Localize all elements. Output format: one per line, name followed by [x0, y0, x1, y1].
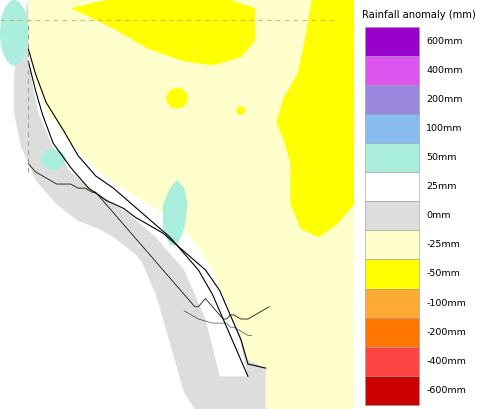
Text: Rainfall anomaly (mm): Rainfall anomaly (mm): [362, 10, 475, 20]
Text: -200mm: -200mm: [426, 328, 466, 337]
Text: 200mm: 200mm: [426, 95, 463, 104]
Bar: [365, 172, 419, 201]
Text: -25mm: -25mm: [426, 240, 460, 249]
Bar: [365, 347, 419, 376]
Text: 50mm: 50mm: [426, 153, 457, 162]
Bar: [365, 376, 419, 405]
Polygon shape: [163, 180, 188, 245]
Text: -50mm: -50mm: [426, 270, 460, 279]
Bar: [365, 27, 419, 56]
Bar: [365, 143, 419, 172]
Bar: [365, 288, 419, 318]
Bar: [365, 56, 419, 85]
Ellipse shape: [41, 149, 66, 170]
Polygon shape: [28, 0, 354, 409]
Polygon shape: [28, 49, 248, 376]
Bar: [365, 230, 419, 259]
Bar: [365, 85, 419, 114]
Bar: [365, 318, 419, 347]
Text: -600mm: -600mm: [426, 386, 466, 395]
Polygon shape: [14, 0, 266, 409]
Text: -400mm: -400mm: [426, 357, 466, 366]
Ellipse shape: [237, 106, 245, 115]
Bar: [365, 201, 419, 230]
Ellipse shape: [167, 88, 188, 108]
Polygon shape: [266, 348, 354, 409]
Text: 0mm: 0mm: [426, 211, 451, 220]
Bar: [365, 259, 419, 288]
Text: -100mm: -100mm: [426, 299, 466, 308]
Ellipse shape: [0, 0, 28, 65]
Text: 400mm: 400mm: [426, 66, 463, 75]
Text: 25mm: 25mm: [426, 182, 457, 191]
Polygon shape: [71, 0, 255, 65]
Bar: [365, 114, 419, 143]
Text: 100mm: 100mm: [426, 124, 463, 133]
Text: 600mm: 600mm: [426, 37, 463, 46]
Polygon shape: [276, 0, 354, 237]
